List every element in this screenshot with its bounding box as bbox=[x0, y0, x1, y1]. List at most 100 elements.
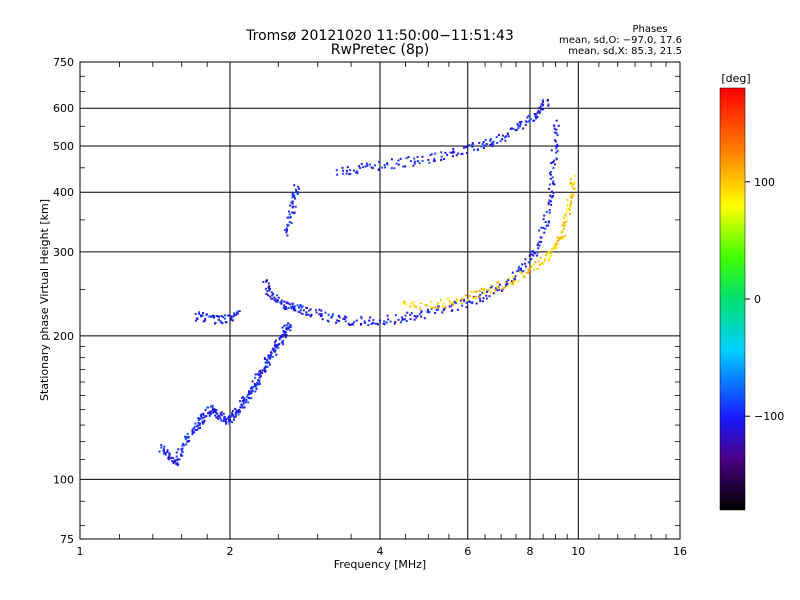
scatter-point bbox=[552, 247, 555, 250]
scatter-point bbox=[412, 164, 415, 167]
scatter-point bbox=[276, 294, 279, 297]
scatter-point bbox=[272, 292, 275, 295]
colorbar-unit: [deg] bbox=[721, 72, 750, 85]
scatter-point bbox=[270, 291, 273, 294]
scatter-point bbox=[570, 193, 573, 196]
scatter-point bbox=[437, 302, 440, 305]
scatter-point bbox=[281, 326, 284, 329]
scatter-point bbox=[327, 313, 330, 316]
scatter-point bbox=[541, 99, 544, 102]
scatter-point bbox=[370, 166, 373, 169]
scatter-point bbox=[496, 289, 499, 292]
scatter-point bbox=[520, 267, 522, 270]
scatter-point bbox=[441, 311, 444, 314]
scatter-point bbox=[562, 235, 565, 238]
x-tick-labels: 1 2 4 6 8 10 16 bbox=[77, 545, 688, 558]
scatter-point bbox=[269, 356, 272, 359]
scatter-point bbox=[255, 385, 258, 388]
scatter-point bbox=[561, 237, 564, 240]
scatter-point bbox=[553, 125, 556, 128]
scatter-point bbox=[504, 284, 507, 287]
scatter-point bbox=[555, 145, 557, 148]
scatter-point bbox=[277, 346, 280, 349]
scatter-point bbox=[181, 450, 184, 452]
scatter-point bbox=[205, 314, 208, 317]
scatter-point bbox=[569, 182, 572, 185]
scatter-point bbox=[231, 421, 233, 423]
scatter-point bbox=[268, 356, 270, 359]
scatter-point bbox=[203, 421, 205, 424]
scatter-point bbox=[211, 406, 214, 409]
scatter-point bbox=[264, 370, 267, 373]
scatter-point bbox=[413, 306, 416, 309]
scatter-point bbox=[286, 229, 288, 232]
scatter-point bbox=[461, 298, 464, 301]
scatter-point bbox=[486, 291, 488, 293]
scatter-point bbox=[527, 114, 530, 117]
scatter-point bbox=[440, 151, 443, 154]
scatter-point bbox=[162, 452, 165, 455]
scatter-point bbox=[254, 376, 257, 379]
scatter-point bbox=[395, 162, 398, 165]
scatter-point bbox=[465, 152, 468, 155]
scatter-point bbox=[383, 164, 386, 166]
scatter-point bbox=[412, 301, 415, 304]
scatter-point bbox=[401, 318, 404, 321]
chart-subtitle: RwPretec (8p) bbox=[331, 42, 429, 58]
scatter-point bbox=[204, 319, 207, 322]
scatter-point bbox=[283, 324, 286, 327]
y-tick-label: 750 bbox=[53, 56, 74, 69]
scatter-point bbox=[217, 318, 220, 321]
scatter-point bbox=[472, 295, 475, 298]
scatter-point bbox=[563, 217, 566, 219]
scatter-point bbox=[181, 447, 184, 450]
scatter-point bbox=[324, 311, 327, 314]
stats-line-o: mean, sd,O: −97.0, 17.6 bbox=[559, 35, 682, 46]
scatter-point bbox=[434, 312, 437, 314]
scatter-point bbox=[463, 298, 465, 301]
scatter-point bbox=[378, 161, 381, 164]
scatter-point bbox=[254, 390, 257, 393]
scatter-point bbox=[490, 284, 492, 287]
scatter-point bbox=[224, 314, 226, 317]
scatter-point bbox=[230, 315, 233, 318]
scatter-point bbox=[501, 288, 504, 291]
scatter-point bbox=[284, 336, 287, 339]
scatter-point bbox=[522, 270, 525, 273]
scatter-point bbox=[308, 309, 311, 312]
scatter-point bbox=[219, 417, 222, 420]
scatter-point bbox=[550, 161, 553, 164]
scatter-point bbox=[543, 259, 546, 262]
scatter-point bbox=[219, 412, 222, 415]
scatter-point bbox=[548, 252, 551, 255]
scatter-point bbox=[529, 118, 532, 120]
scatter-point bbox=[489, 139, 492, 142]
scatter-point bbox=[291, 192, 294, 195]
scatter-point bbox=[455, 302, 458, 305]
scatter-point bbox=[223, 317, 226, 320]
scatter-point bbox=[431, 306, 434, 309]
scatter-point bbox=[537, 260, 540, 263]
scatter-point bbox=[220, 314, 223, 317]
scatter-point bbox=[409, 318, 412, 321]
scatter-point bbox=[463, 299, 466, 302]
scatter-point bbox=[502, 286, 505, 289]
scatter-point bbox=[256, 381, 259, 384]
y-tick-labels: 75 100 200 300 400 500 600 750 bbox=[53, 56, 74, 546]
scatter-point bbox=[468, 295, 471, 298]
scatter-point bbox=[547, 221, 550, 224]
scatter-point bbox=[538, 110, 541, 113]
scatter-point bbox=[537, 242, 540, 245]
scatter-point bbox=[360, 163, 363, 166]
scatter-point bbox=[449, 302, 452, 305]
scatter-point bbox=[532, 251, 535, 254]
scatter-point bbox=[243, 397, 246, 400]
scatter-point bbox=[374, 322, 377, 325]
scatter-point bbox=[240, 406, 243, 409]
scatter-point bbox=[519, 270, 522, 273]
scatter-point bbox=[197, 424, 199, 427]
scatter-point bbox=[360, 323, 362, 325]
scatter-point bbox=[187, 436, 190, 439]
scatter-point bbox=[200, 413, 203, 416]
scatter-point bbox=[297, 185, 300, 188]
